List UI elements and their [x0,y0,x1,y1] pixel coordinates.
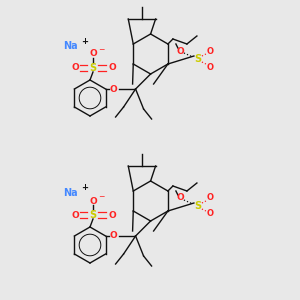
Text: O: O [206,46,213,56]
Text: S: S [89,210,97,220]
Text: Na: Na [63,41,77,51]
Text: O: O [108,64,116,73]
Text: O: O [206,62,213,71]
Text: O: O [110,85,118,94]
Text: O: O [110,232,118,241]
Text: O: O [206,209,213,218]
Text: +: + [82,184,88,193]
Text: O: O [108,211,116,220]
Text: O: O [206,194,213,202]
Text: −: − [98,193,104,202]
Text: +: + [82,37,88,46]
Text: Na: Na [63,188,77,198]
Text: S: S [194,54,202,64]
Text: S: S [194,201,202,211]
Text: O: O [71,211,79,220]
Text: −: − [98,46,104,55]
Text: O: O [71,64,79,73]
Text: O: O [89,196,97,206]
Text: O: O [89,50,97,58]
Text: O: O [176,194,184,202]
Text: S: S [89,63,97,73]
Text: O: O [176,46,184,56]
